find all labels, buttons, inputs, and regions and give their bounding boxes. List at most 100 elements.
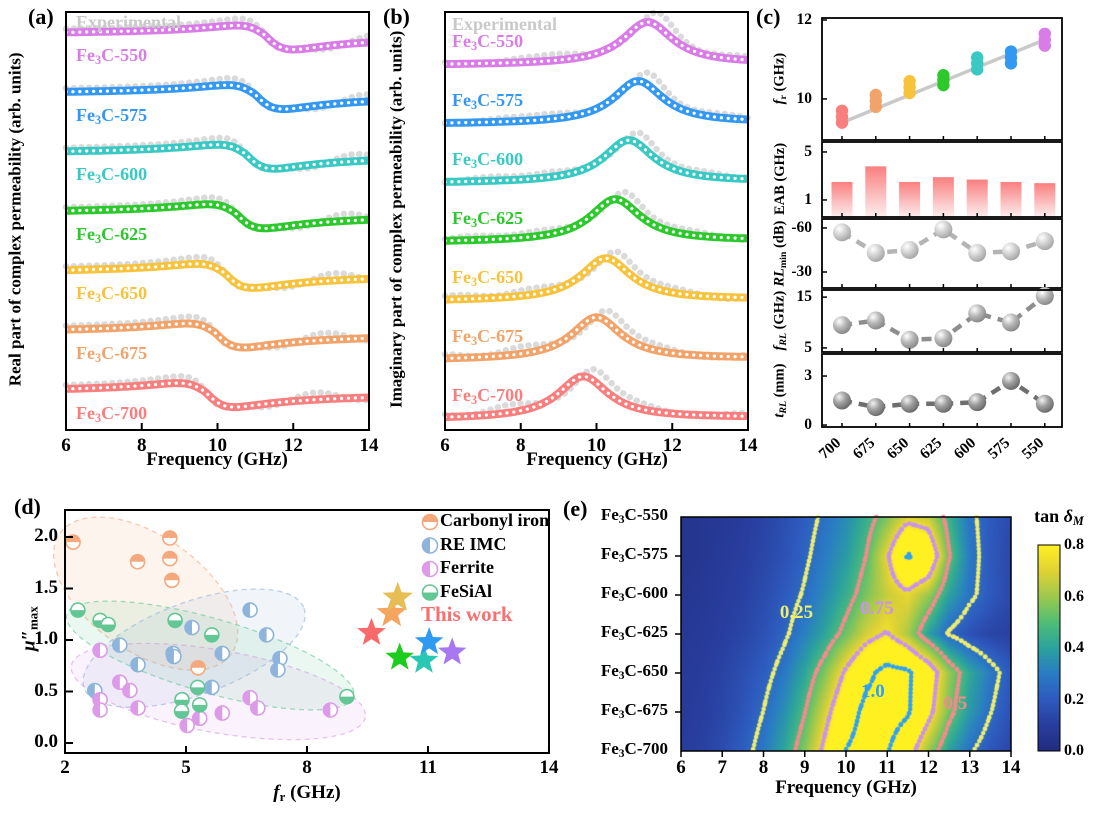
text-part: Fe xyxy=(600,544,619,563)
point-RE IMC xyxy=(130,656,146,673)
y-tick-label: 1.0 xyxy=(34,628,58,649)
x-tick-label: 8 xyxy=(137,435,147,456)
text-part: 3 xyxy=(94,112,102,127)
trl-sphere xyxy=(900,394,919,413)
panel-b xyxy=(441,9,752,431)
contour-label-0.5: 0.5 xyxy=(943,693,968,715)
fit-curve-dots-Fe3C-625 xyxy=(443,197,750,243)
subplot-box xyxy=(821,17,1063,141)
series-label-Fe3C-600: Fe3C-600 xyxy=(452,149,523,171)
series-label-Fe3C-650: Fe3C-650 xyxy=(76,283,148,305)
fit-curve-Fe3C-600 xyxy=(444,136,749,186)
fit-curve-dots-Fe3C-575 xyxy=(443,79,750,125)
x-tick-label: 13 xyxy=(960,757,980,778)
marker-half-fill xyxy=(192,704,207,712)
text-part: C-675 xyxy=(624,700,668,719)
fr-point xyxy=(835,104,849,117)
text-part: 3 xyxy=(94,410,102,425)
text-part: δ xyxy=(1063,506,1073,526)
marker-half-fill xyxy=(215,646,223,661)
text-part: 3 xyxy=(618,668,625,682)
y-tick-label: 0.5 xyxy=(34,679,58,701)
fr-point xyxy=(937,69,950,82)
y-tick-label: 5 xyxy=(804,142,812,160)
x-tick-label: 11 xyxy=(878,757,897,778)
point-Ferrite xyxy=(130,700,146,716)
marker-half-fill xyxy=(101,624,116,632)
point-RE IMC xyxy=(258,627,275,643)
x-tick-label: 8 xyxy=(516,435,526,456)
text-part: 3 xyxy=(470,333,478,348)
text-part: C-575 xyxy=(101,104,148,125)
marker-half-fill xyxy=(243,603,251,618)
marker-half-fill xyxy=(422,514,438,522)
category-label-675: 675 xyxy=(849,434,879,463)
eab-bar xyxy=(865,166,887,217)
fit-curve-Fe3C-650 xyxy=(444,254,749,304)
row-label-Fe3C-675: Fe3C-675 xyxy=(556,700,668,722)
marker-half-fill xyxy=(174,711,189,719)
marker-half-fill xyxy=(93,703,101,717)
marker-half-fill xyxy=(191,660,206,668)
point-Ferrite xyxy=(112,674,128,691)
fit-curve-Fe3C-675 xyxy=(444,313,749,363)
eab-bar xyxy=(932,177,954,217)
fit-curve-dots-Fe3C-700 xyxy=(64,381,371,409)
eab-bar xyxy=(1034,183,1056,217)
text-part: Fe xyxy=(452,149,471,169)
trl-sphere xyxy=(934,394,953,413)
series-label-Fe3C-675: Fe3C-675 xyxy=(76,343,147,365)
subplot-eab xyxy=(821,141,1063,218)
series-label-Fe3C-550: Fe3C-550 xyxy=(452,31,523,53)
frl-sphere xyxy=(934,329,953,348)
contour-label-0.25: 0.25 xyxy=(779,601,814,623)
contour-label-1.0: 1.0 xyxy=(860,681,885,703)
text-part: C-650 xyxy=(101,283,148,304)
legend-marker-RE IMC xyxy=(421,537,439,554)
series-label-Fe3C-550: Fe3C-550 xyxy=(76,45,147,67)
row-label-Fe3C-625: Fe3C-625 xyxy=(556,622,668,644)
panel-tag-d: (d) xyxy=(14,494,41,519)
trl-sphere xyxy=(968,393,987,412)
x-tick-label: 6 xyxy=(61,435,71,456)
text-part: μ xyxy=(18,640,40,652)
text-part: C-650 xyxy=(624,661,668,680)
x-axis-title-b: Frequency (GHz) xyxy=(526,449,668,470)
text-part: C-700 xyxy=(624,739,668,758)
experimental-curve-Fe3C-600 xyxy=(62,134,373,173)
y-tick-label: 1 xyxy=(804,190,812,208)
subplot-box xyxy=(821,289,1063,353)
category-label-600: 600 xyxy=(950,434,980,463)
point-RE IMC xyxy=(270,662,286,678)
marker-half-fill xyxy=(204,634,219,642)
contour-label-0.75: 0.75 xyxy=(860,597,894,619)
legend-marker-FeSiAl xyxy=(421,584,439,601)
point-RE IMC xyxy=(242,602,258,618)
text-part: 3 xyxy=(470,215,478,230)
text-part: C-625 xyxy=(624,622,668,641)
text-part: C-575 xyxy=(624,544,668,563)
text-part: 3 xyxy=(94,52,102,67)
rlmin-sphere xyxy=(1035,232,1054,251)
text-part: 3 xyxy=(470,392,478,407)
x-tick-label: 12 xyxy=(919,757,938,778)
panel-d xyxy=(53,509,550,754)
legend-marker-Ferrite xyxy=(421,560,439,578)
point-Ferrite xyxy=(322,702,339,718)
y-tick-label: 5 xyxy=(804,338,812,356)
y-tick-label: 0 xyxy=(804,416,812,434)
marker-half-fill xyxy=(87,683,95,698)
series-label-Fe3C-675: Fe3C-675 xyxy=(452,326,523,348)
fit-curve-Fe3C-700 xyxy=(444,372,749,422)
marker-half-fill xyxy=(164,573,179,581)
x-tick-label: 8 xyxy=(758,757,769,778)
text-part: Fe xyxy=(452,208,471,228)
fr-point xyxy=(1004,45,1018,58)
fr-point xyxy=(971,51,984,64)
text-part: 3 xyxy=(94,172,102,187)
text-part: C-700 xyxy=(101,402,148,423)
text-part: r xyxy=(279,789,286,805)
fit-curve-dots-Fe3C-550 xyxy=(64,23,371,52)
panel-e xyxy=(675,516,1061,757)
legend-label-FeSiAl: FeSiAl xyxy=(440,580,492,601)
